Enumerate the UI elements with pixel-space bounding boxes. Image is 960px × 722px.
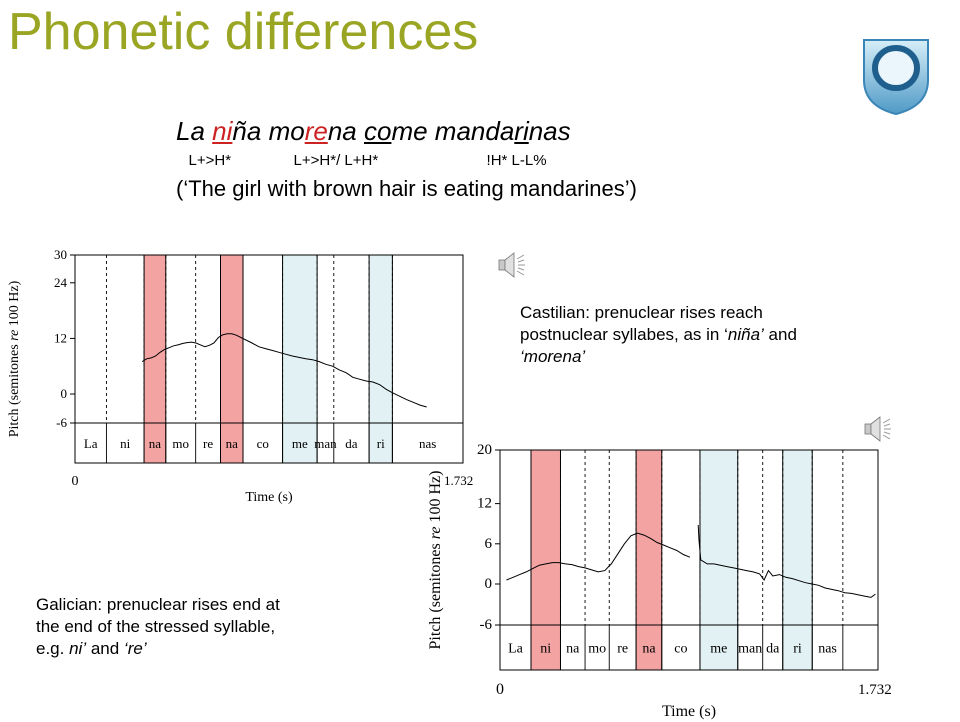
caption-emphasis: ‘morena’ (520, 347, 586, 367)
speaker-icon[interactable] (862, 414, 892, 444)
sentence-segment: ña (232, 116, 269, 146)
x-max-label: 1.732 (444, 473, 473, 488)
syllable-label: ni (120, 436, 131, 451)
syllable-label: na (566, 642, 580, 657)
english-gloss: (‘The girl with brown hair is eating man… (176, 176, 637, 201)
syllable-label: co (674, 642, 687, 657)
syllable-label: me (292, 436, 308, 451)
syllable-label: na (149, 436, 162, 451)
f0-contour (141, 333, 427, 408)
syllable-label: La (508, 642, 524, 657)
syllable-highlight (699, 449, 739, 671)
tone-annotations: L+>H* L+>H*/ L+H* !H* L-L% (176, 152, 547, 169)
stressed-syllable: co (363, 116, 392, 146)
sentence-segment: me manda (391, 116, 515, 146)
stressed-syllable: ni (212, 116, 233, 146)
stressed-syllable: ri (514, 116, 529, 146)
castilian-caption: Castilian: prenuclear rises reach postnu… (520, 302, 920, 368)
syllable-label: re (617, 642, 628, 657)
university-logo-icon (863, 39, 929, 116)
syllable-label: nas (818, 642, 837, 657)
plot-frame (74, 254, 464, 464)
y-tick-label: 6 (485, 536, 493, 552)
syllable-label: nas (419, 436, 436, 451)
sentence-segment: La (176, 116, 213, 146)
caption-line: e.g. (36, 639, 70, 659)
syllable-highlight (282, 254, 318, 464)
caption-line: Galician: prenuclear rises end at (36, 595, 280, 614)
caption-line: and (763, 325, 797, 345)
syllable-label: ri (377, 436, 385, 451)
syllable-highlight (635, 449, 663, 671)
y-tick-label: 24 (54, 275, 68, 290)
y-tick-label: 0 (485, 576, 493, 592)
x-axis-label: Time (s) (662, 703, 716, 720)
y-tick-label: 0 (61, 386, 68, 401)
caption-line: the end of the stressed syllable, (36, 617, 276, 637)
f0-contour (697, 524, 876, 598)
caption-line: Castilian: prenuclear rises reach (520, 303, 763, 322)
x-max-label: 1.732 (858, 682, 892, 698)
caption-emphasis: ni’ (69, 639, 87, 659)
syllable-highlight (530, 449, 561, 671)
stressed-syllable: re (304, 116, 328, 146)
y-tick-label: 12 (54, 330, 67, 345)
galician-caption: Galician: prenuclear rises end at the en… (36, 594, 396, 660)
syllable-label: mo (172, 436, 189, 451)
syllable-highlight (220, 254, 244, 464)
y-tick-label: -6 (56, 415, 67, 430)
y-tick-label: 30 (54, 247, 67, 262)
syllable-label: na (642, 642, 656, 657)
syllable-label: co (257, 436, 269, 451)
syllable-label: mo (588, 642, 606, 657)
syllable-highlight (782, 449, 813, 671)
x-min-label: 0 (72, 474, 79, 489)
f0-contour (506, 532, 691, 581)
y-tick-label: 20 (477, 442, 492, 458)
syllable-label: man (738, 642, 762, 657)
syllable-label: La (84, 436, 98, 451)
example-sentence: La niña morena come mandarinas (176, 116, 571, 147)
y-axis-label: Pitch (semitones re 100 Hz) (427, 471, 444, 650)
caption-emphasis: niña’ (727, 325, 764, 345)
syllable-label: na (226, 436, 239, 451)
y-tick-label: 12 (477, 496, 492, 512)
sentence-segment: na (327, 116, 364, 146)
x-axis-label: Time (s) (245, 490, 293, 505)
plot-frame (499, 449, 879, 671)
caption-emphasis: ‘re’ (123, 639, 147, 659)
syllable-label: ni (540, 642, 551, 657)
caption-line: and (86, 639, 124, 659)
page-title: Phonetic differences (8, 3, 479, 61)
syllable-label: da (345, 436, 358, 451)
speaker-icon[interactable] (496, 250, 526, 280)
syllable-label: ri (793, 642, 802, 657)
syllable-label: da (766, 642, 780, 657)
y-tick-label: -6 (480, 617, 493, 633)
syllable-highlight (368, 254, 393, 464)
y-axis-label: Pitch (semitones re 100 Hz) (7, 280, 22, 437)
x-min-label: 0 (496, 681, 504, 698)
sentence-segment: mo (268, 116, 305, 146)
syllable-label: me (710, 642, 727, 657)
syllable-label: man (314, 436, 337, 451)
sentence-segment: nas (528, 116, 571, 146)
syllable-label: re (203, 436, 213, 451)
caption-line: postnuclear syllabes, as in ‘ (520, 325, 728, 345)
